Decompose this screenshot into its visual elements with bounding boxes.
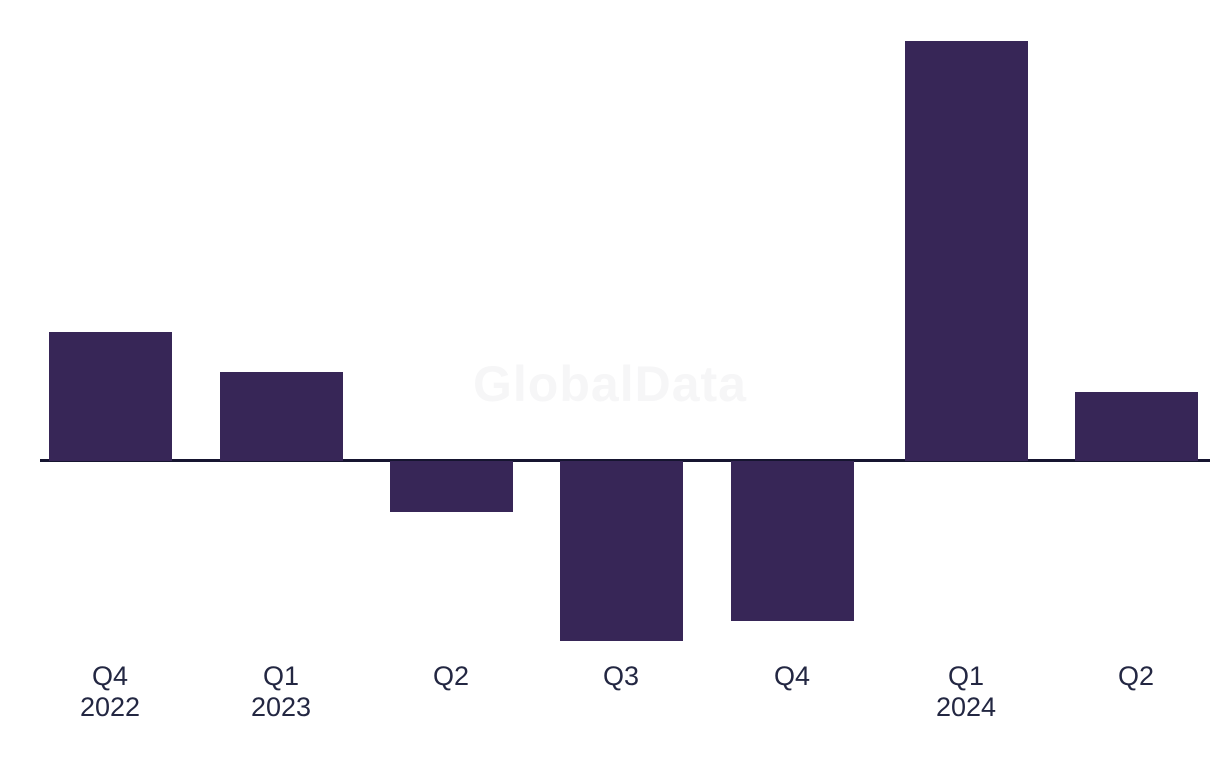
bar-q3-2023 <box>559 461 683 641</box>
x-axis-baseline <box>40 459 1210 462</box>
x-tick-label-q1-2024: Q1 2024 <box>886 661 1046 723</box>
x-tick-label-q2-2024: Q2 <box>1056 661 1216 692</box>
x-tick-label-line: Q4 <box>91 661 129 691</box>
bar-q4-2022 <box>48 332 172 461</box>
bar-q2-2024 <box>1074 392 1198 461</box>
x-tick-label-q2-2023: Q2 <box>371 661 531 692</box>
x-tick-label-q4-2022: Q4 2022 <box>30 661 190 723</box>
x-tick-label-line: Q2 <box>1117 661 1155 691</box>
x-tick-label-line: 2024 <box>935 692 997 722</box>
x-tick-label-q3-2023: Q3 <box>541 661 701 692</box>
bar-q1-2024 <box>904 41 1028 461</box>
x-tick-label-line: Q4 <box>773 661 811 691</box>
x-tick-label-line: Q2 <box>432 661 470 691</box>
x-tick-label-line: Q1 <box>947 661 985 691</box>
bar-q2-2023 <box>389 461 513 512</box>
globaldata-watermark: GlobalData <box>473 356 747 412</box>
x-tick-label-line: Q3 <box>602 661 640 691</box>
bar-q1-2023 <box>219 372 343 461</box>
x-tick-label-q1-2023: Q1 2023 <box>201 661 361 723</box>
x-tick-label-line: 2022 <box>79 692 141 722</box>
bar-q4-2023 <box>730 461 854 621</box>
x-tick-label-line: 2023 <box>250 692 312 722</box>
x-tick-label-q4-2023: Q4 <box>712 661 872 692</box>
x-tick-label-line: Q1 <box>262 661 300 691</box>
